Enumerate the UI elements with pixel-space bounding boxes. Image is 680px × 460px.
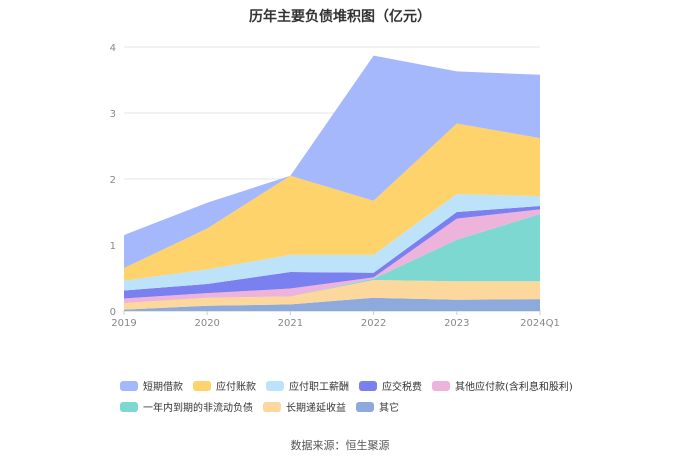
legend-label: 长期递延收益: [286, 403, 346, 414]
x-tick-label: 2019: [111, 318, 136, 329]
legend-swatch: [193, 380, 211, 391]
legend-label: 短期借款: [143, 382, 183, 393]
legend-swatch: [356, 401, 374, 412]
legend-swatch: [266, 380, 284, 391]
y-axis: 0 1 2 3 4: [110, 43, 116, 318]
legend-label: 应交税费: [382, 382, 422, 393]
legend-swatch: [432, 380, 450, 391]
legend-label: 其它: [379, 403, 399, 414]
y-tick-label: 2: [110, 175, 116, 186]
area-长期递延收益: [124, 279, 540, 310]
legend: 短期借款 应付账款 应付职工薪酬 应交税费 其他应付款(含利息和股利) 一年内到期的非流动…: [120, 378, 580, 414]
legend-swatch: [263, 401, 281, 412]
legend-swatch: [120, 380, 138, 391]
y-tick-label: 4: [110, 43, 116, 54]
legend-swatch: [359, 380, 377, 391]
legend-label: 一年内到期的非流动负债: [143, 403, 253, 414]
x-tick-label: 2021: [278, 318, 303, 329]
x-tick-label: 2020: [194, 318, 219, 329]
y-tick-label: 0: [110, 307, 116, 318]
legend-label: 其他应付款(含利息和股利): [455, 382, 573, 393]
data-source: 数据来源：恒生聚源: [290, 439, 390, 452]
legend-item[interactable]: 应付账款: [193, 378, 256, 393]
legend-item[interactable]: 长期递延收益: [263, 399, 346, 414]
area-应付账款: [124, 123, 540, 281]
legend-item[interactable]: 其它: [356, 399, 399, 414]
x-tick-label: 2022: [361, 318, 386, 329]
x-tick-label: 2024Q1: [520, 318, 560, 329]
legend-label: 应付账款: [216, 382, 256, 393]
area-应交税费: [124, 206, 540, 299]
legend-label: 应付职工薪酬: [289, 382, 349, 393]
x-tick-label: 2023: [444, 318, 469, 329]
x-axis: 2019 2020 2021 2022 2023 2024Q1: [111, 311, 560, 329]
y-tick-label: 3: [110, 109, 116, 120]
area-一年内到期的非流动负债: [124, 213, 540, 304]
legend-item[interactable]: 应付职工薪酬: [266, 378, 349, 393]
legend-item[interactable]: 其他应付款(含利息和股利): [432, 378, 573, 393]
legend-item[interactable]: 一年内到期的非流动负债: [120, 399, 253, 414]
area-其他应付款(含利息和股利): [124, 209, 540, 304]
area-短期借款: [124, 55, 540, 269]
y-tick-label: 1: [110, 241, 116, 252]
legend-swatch: [120, 401, 138, 412]
area-series: [124, 55, 540, 311]
area-应付职工薪酬: [124, 194, 540, 291]
area-其它: [124, 297, 540, 311]
stacked-area-chart: 0 1 2 3 4 2019 2020 2021 2022 2023 2024Q1: [110, 43, 560, 329]
legend-item[interactable]: 短期借款: [120, 378, 183, 393]
legend-item[interactable]: 应交税费: [359, 378, 422, 393]
chart-title: 历年主要负债堆积图（亿元）: [249, 9, 431, 25]
